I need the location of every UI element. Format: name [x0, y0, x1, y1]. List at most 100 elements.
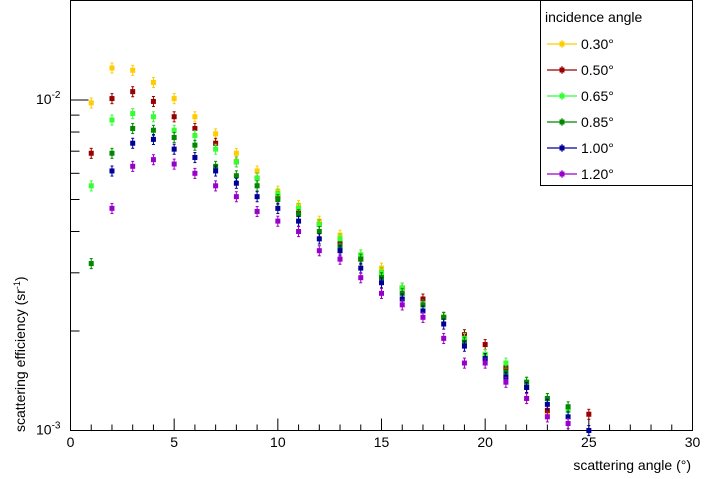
data-point — [296, 212, 302, 218]
data-point — [88, 261, 94, 267]
legend-title: incidence angle — [545, 9, 643, 25]
data-point — [88, 100, 94, 106]
data-point — [275, 196, 281, 202]
data-point — [109, 117, 115, 123]
data-point — [171, 161, 177, 167]
data-point — [524, 384, 530, 390]
data-point — [130, 67, 136, 73]
data-point — [109, 96, 115, 102]
data-point — [275, 218, 281, 224]
data-point — [379, 290, 384, 296]
data-point — [150, 79, 156, 85]
data-point — [461, 343, 467, 349]
data-point — [358, 275, 364, 281]
data-point — [192, 142, 198, 148]
legend-label: 1.00° — [581, 140, 614, 156]
x-axis-label: scattering angle (°) — [573, 457, 691, 473]
data-point — [254, 183, 260, 189]
data-point — [192, 114, 198, 120]
data-point — [316, 229, 322, 235]
legend-entry: 0.65° — [547, 88, 614, 104]
y-tick-label: 10-2 — [36, 90, 61, 107]
legend-label: 1.20° — [581, 166, 614, 182]
legend-marker — [559, 145, 565, 151]
data-point — [544, 414, 550, 420]
x-tick-label: 5 — [170, 434, 178, 450]
data-point — [109, 150, 115, 156]
data-point — [192, 154, 198, 160]
x-tick-label: 25 — [581, 434, 597, 450]
data-point — [130, 89, 136, 95]
data-point — [233, 150, 239, 156]
data-point — [399, 296, 405, 302]
data-point — [150, 114, 156, 120]
data-point — [379, 280, 384, 286]
data-point — [503, 360, 509, 366]
data-point — [171, 96, 177, 102]
data-point — [586, 428, 592, 433]
data-point — [544, 395, 550, 401]
data-point — [524, 395, 530, 401]
legend-entry: 0.85° — [547, 114, 614, 130]
data-point — [254, 168, 260, 174]
data-point — [358, 256, 364, 262]
data-point — [503, 379, 509, 385]
legend-marker — [559, 41, 565, 47]
legend-entry: 1.00° — [547, 140, 614, 156]
data-point — [399, 302, 405, 308]
series-points — [109, 133, 592, 437]
legend-entry: 0.30° — [547, 36, 614, 52]
data-points — [88, 62, 592, 437]
data-point — [192, 170, 198, 176]
data-point — [254, 194, 260, 200]
data-point — [316, 248, 322, 254]
data-point — [565, 420, 571, 426]
x-tick-label: 30 — [685, 434, 701, 450]
legend-label: 0.50° — [581, 62, 614, 78]
legend-entry: 1.20° — [547, 166, 614, 182]
data-point — [150, 136, 156, 142]
data-point — [296, 229, 302, 235]
data-point — [316, 236, 322, 242]
data-point — [420, 296, 426, 302]
data-point — [565, 404, 571, 410]
legend-marker — [559, 119, 565, 125]
data-point — [213, 183, 219, 189]
data-point — [88, 150, 94, 156]
data-point — [482, 342, 488, 348]
x-tick-label: 0 — [67, 434, 75, 450]
data-point — [316, 222, 322, 228]
data-point — [275, 205, 281, 211]
x-tick-label: 15 — [374, 434, 390, 450]
x-tick-label: 20 — [477, 434, 493, 450]
data-point — [544, 401, 550, 407]
data-point — [296, 205, 302, 211]
legend: incidence angle 0.30° 0.50° 0.65° 0.85° 1.00… — [540, 0, 693, 186]
data-point — [586, 411, 592, 417]
data-point — [254, 175, 260, 181]
data-point — [150, 98, 156, 104]
data-point — [441, 321, 447, 327]
data-point — [565, 414, 571, 420]
data-point — [233, 180, 239, 186]
data-point — [296, 218, 302, 224]
legend-label: 0.65° — [581, 88, 614, 104]
data-point — [233, 194, 239, 200]
data-point — [171, 146, 177, 152]
data-point — [213, 146, 219, 152]
data-point — [130, 111, 136, 117]
data-point — [213, 131, 219, 137]
legend-entries: 0.30° 0.50° 0.65° 0.85° 1.00° 1.20° — [547, 36, 614, 182]
series-points — [88, 108, 571, 417]
x-axis: 0 5 10 15 20 25 30 — [67, 418, 701, 450]
data-point — [213, 140, 219, 146]
data-point — [337, 248, 343, 254]
data-point — [130, 125, 136, 131]
legend-entry: 0.50° — [547, 62, 614, 78]
data-point — [150, 157, 156, 163]
y-tick-label: 10-3 — [36, 421, 61, 438]
data-point — [233, 159, 239, 165]
x-tick-label: 10 — [270, 434, 286, 450]
data-point — [337, 256, 343, 262]
